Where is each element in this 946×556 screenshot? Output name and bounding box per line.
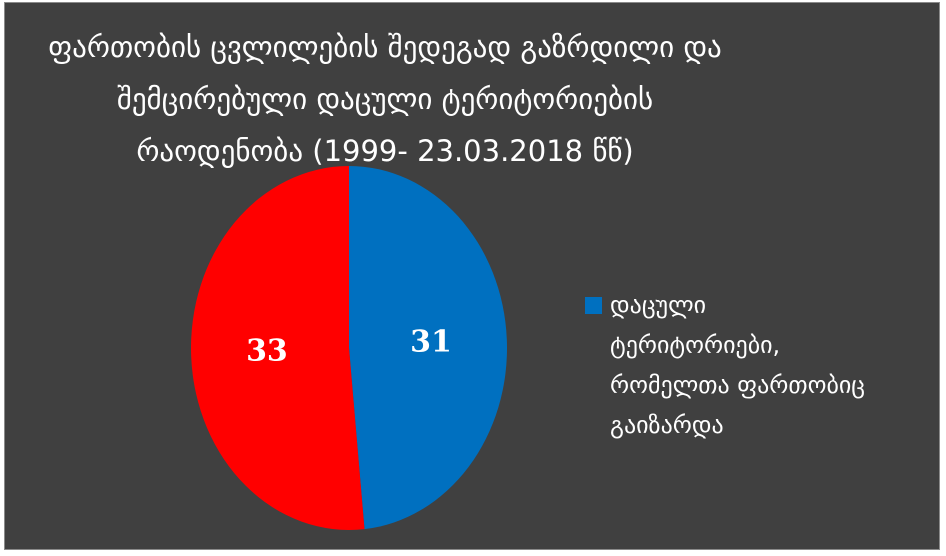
legend-label: დაცული ტერიტორიები, რომელთა ფართობიც გაი… <box>610 285 865 445</box>
chart-area: ფართობის ცვლილების შედეგად გაზრდილი და შ… <box>4 2 940 550</box>
legend-label-line-1: დაცული <box>610 291 707 319</box>
chart-title-line-2: შემცირებული დაცული ტერიტორიების <box>116 82 654 116</box>
chart-title-line-1: ფართობის ცვლილების შედეგად გაზრდილი და <box>48 30 722 64</box>
legend-label-line-4: გაიზარდა <box>610 411 724 439</box>
pie-data-label-31: 31 <box>410 324 452 359</box>
legend-swatch <box>585 297 602 314</box>
pie-slice-31 <box>349 166 508 530</box>
pie-chart: 31 33 <box>191 166 508 530</box>
legend-label-line-2: ტერიტორიები, <box>610 331 781 359</box>
chart-title: ფართობის ცვლილების შედეგად გაზრდილი და შ… <box>25 21 745 177</box>
chart-title-line-3: რაოდენობა (1999- 23.03.2018 წწ) <box>136 134 634 168</box>
legend-item: დაცული ტერიტორიები, რომელთა ფართობიც გაი… <box>585 285 915 445</box>
legend: დაცული ტერიტორიები, რომელთა ფართობიც გაი… <box>585 285 915 445</box>
pie-slice-33 <box>191 166 365 530</box>
legend-label-line-3: რომელთა ფართობიც <box>610 371 866 399</box>
pie-data-label-33: 33 <box>246 334 288 369</box>
